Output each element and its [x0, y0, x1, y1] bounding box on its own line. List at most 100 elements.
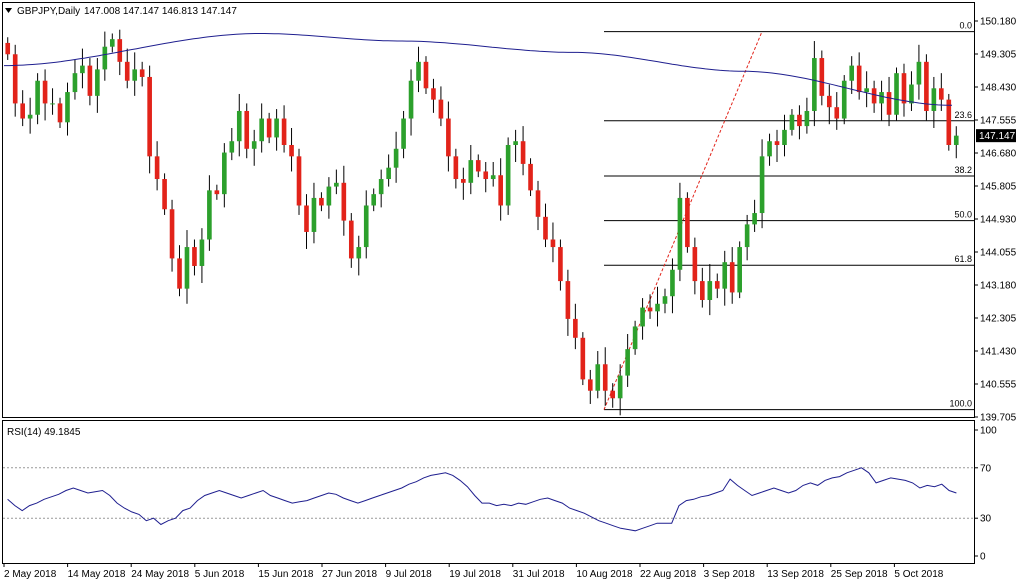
time-axis-label: 9 Jul 2018 [386, 569, 433, 580]
fib-level-label: 100.0 [949, 399, 972, 409]
chart-header[interactable]: GBPJPY,Daily 147.008 147.147 146.813 147… [5, 6, 237, 17]
bearish-candle [5, 42, 11, 55]
bearish-candle [573, 318, 578, 338]
time-axis-label: 15 Jun 2018 [258, 569, 313, 580]
bearish-candle [871, 88, 877, 104]
bearish-candle [438, 99, 444, 119]
bullish-candle [744, 224, 750, 248]
bearish-candle [774, 141, 780, 145]
price-axis: 150.180 149.305 148.430 147.555 146.680 145.8… [974, 17, 1017, 424]
current-price-badge: 147.147 [976, 129, 1016, 143]
bearish-candle [341, 182, 347, 221]
time-axis-label: 2 May 2018 [4, 569, 57, 580]
bullish-candle [617, 375, 623, 399]
bearish-candle [139, 69, 145, 77]
bullish-candle [722, 262, 728, 289]
bullish-candle [378, 179, 384, 195]
rsi-axis: 100 70 30 0 [974, 426, 997, 563]
rsi-axis-label: 30 [980, 514, 992, 525]
rsi-axis-label: 0 [980, 552, 986, 563]
rsi-panel-frame [2, 420, 975, 564]
bearish-candle [475, 160, 481, 172]
bullish-candle [759, 156, 765, 214]
time-axis-label: 25 Sep 2018 [831, 569, 888, 580]
bearish-candle [266, 118, 272, 138]
bullish-candle [326, 186, 332, 206]
bearish-candle [12, 54, 18, 104]
bearish-candle [124, 61, 130, 81]
bullish-candle [408, 80, 414, 119]
bullish-candle [393, 148, 399, 168]
bullish-candle [184, 247, 190, 289]
bearish-candle [154, 156, 160, 180]
bullish-candle [894, 73, 899, 115]
bullish-candle [386, 167, 391, 180]
bearish-candle [42, 80, 48, 104]
bearish-candle [856, 65, 862, 93]
bearish-candle [461, 179, 466, 183]
bearish-candle [550, 239, 556, 248]
price-panel-frame [2, 2, 975, 418]
trendline [603, 31, 763, 410]
bearish-candle [169, 209, 175, 259]
bullish-candle [505, 144, 511, 206]
bullish-candle [35, 80, 40, 115]
rsi-axis-label: 100 [980, 426, 997, 437]
bullish-candle [953, 135, 959, 145]
bearish-candle [580, 337, 586, 380]
bearish-candle [587, 379, 593, 391]
bullish-candle [102, 46, 108, 70]
bullish-candle [72, 73, 78, 93]
bearish-candle [901, 73, 907, 104]
bullish-candle [50, 103, 55, 105]
bearish-candle [483, 171, 489, 180]
bearish-candle [602, 364, 608, 391]
bearish-candle [610, 390, 616, 399]
bullish-candle [640, 307, 645, 327]
trendline-dashed [603, 31, 763, 410]
price-axis-label: 146.680 [980, 149, 1017, 160]
bullish-candle [767, 141, 772, 157]
bullish-candle [65, 92, 70, 123]
bullish-candle [931, 88, 937, 111]
bullish-candle [95, 69, 100, 96]
bearish-candle [543, 216, 548, 240]
bullish-candle [80, 65, 85, 74]
bearish-candle [446, 118, 451, 157]
bullish-candle [752, 213, 757, 225]
bearish-candle [304, 205, 309, 232]
bearish-candle [692, 247, 698, 282]
time-axis-label: 13 Sep 2018 [767, 569, 824, 580]
bullish-candle [311, 197, 317, 232]
bearish-candle [289, 144, 294, 157]
bearish-candle [423, 61, 429, 89]
price-axis-label: 141.430 [980, 347, 1017, 358]
bullish-candle [632, 326, 638, 350]
bullish-candle [207, 190, 212, 240]
bullish-candle [468, 160, 474, 183]
bullish-candle [879, 92, 884, 104]
rsi-indicator [3, 467, 974, 532]
bearish-candle [162, 179, 167, 210]
bullish-candle [251, 141, 257, 149]
time-axis-label: 19 Jul 2018 [449, 569, 501, 580]
time-axis-label: 5 Oct 2018 [894, 569, 943, 580]
bullish-candle [274, 118, 279, 138]
rsi-axis-label: 70 [980, 463, 992, 474]
time-axis-label: 24 May 2018 [131, 569, 189, 580]
bullish-candle [490, 175, 496, 180]
bearish-candle [535, 190, 541, 217]
bearish-candle [431, 88, 436, 100]
triangle-down-icon[interactable] [5, 8, 12, 13]
bullish-candle [236, 110, 242, 142]
bullish-candle [595, 364, 601, 391]
moving-average [4, 33, 952, 106]
bearish-candle [87, 65, 93, 96]
bullish-candle [849, 65, 855, 81]
bearish-candle [886, 92, 892, 115]
price-axis-label: 139.705 [980, 413, 1017, 424]
time-axis-label: 31 Jul 2018 [513, 569, 565, 580]
bullish-candle [356, 247, 362, 259]
bearish-candle [177, 258, 182, 289]
bearish-candle [647, 307, 653, 312]
